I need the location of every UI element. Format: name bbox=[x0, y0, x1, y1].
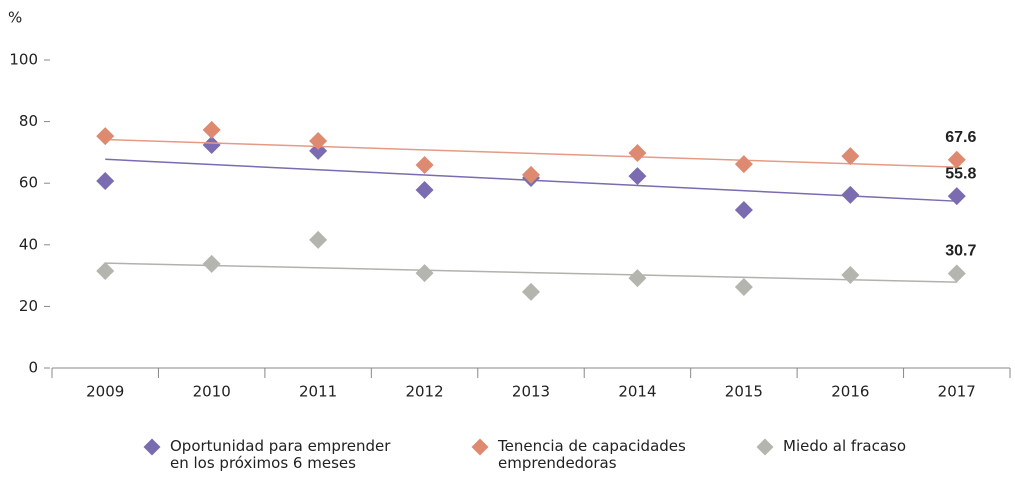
data-label: 30.7 bbox=[945, 243, 976, 260]
marker bbox=[202, 136, 221, 155]
x-tick-label: 2016 bbox=[831, 383, 869, 401]
legend-item: Tenencia de capacidades emprendedoras bbox=[470, 438, 738, 472]
chart: % 0 20 40 60 80 100 2009 2010 2011 2012 2013 2014 20… bbox=[8, 9, 1011, 401]
data-label: 67.6 bbox=[945, 129, 976, 146]
y-tick-label: 0 bbox=[28, 359, 38, 377]
legend-marker bbox=[756, 438, 774, 456]
trend-line bbox=[105, 138, 957, 168]
legend-item: Oportunidad para emprender en los próxim… bbox=[142, 438, 410, 472]
x-tick-label: 2015 bbox=[725, 383, 763, 401]
marker bbox=[96, 261, 115, 280]
marker bbox=[841, 265, 860, 284]
marker bbox=[734, 155, 753, 174]
legend: Oportunidad para emprender en los próxim… bbox=[0, 438, 1015, 480]
x-tick-label: 2013 bbox=[512, 383, 550, 401]
marker bbox=[841, 147, 860, 166]
x-tick-label: 2009 bbox=[86, 383, 124, 401]
marker bbox=[96, 127, 115, 146]
marker bbox=[734, 277, 753, 296]
marker bbox=[628, 144, 647, 163]
marker bbox=[415, 156, 434, 175]
legend-marker bbox=[143, 438, 161, 456]
marker bbox=[202, 254, 221, 273]
legend-label: Tenencia de capacidades emprendedoras bbox=[498, 437, 686, 472]
y-tick-label: 80 bbox=[19, 112, 38, 130]
x-tick-label: 2017 bbox=[938, 383, 976, 401]
legend-item: Miedo al fracaso bbox=[755, 437, 1015, 456]
marker bbox=[841, 185, 860, 204]
y-tick-label: 40 bbox=[19, 235, 38, 253]
x-tick-label: 2012 bbox=[405, 383, 443, 401]
marker bbox=[947, 264, 966, 283]
marker bbox=[415, 180, 434, 199]
trend-line bbox=[105, 262, 957, 283]
marker bbox=[947, 150, 966, 169]
y-tick-label: 100 bbox=[9, 51, 38, 69]
y-tick-label: 60 bbox=[19, 174, 38, 192]
legend-marker bbox=[471, 438, 489, 456]
x-tick-label: 2014 bbox=[618, 383, 656, 401]
x-tick-label: 2010 bbox=[193, 383, 231, 401]
marker bbox=[628, 167, 647, 186]
marker bbox=[309, 132, 328, 151]
marker bbox=[415, 264, 434, 283]
y-unit: % bbox=[8, 9, 22, 27]
marker bbox=[96, 172, 115, 191]
marker bbox=[947, 187, 966, 206]
marker bbox=[628, 269, 647, 288]
marker bbox=[734, 200, 753, 219]
x-tick-label: 2011 bbox=[299, 383, 337, 401]
legend-label: Miedo al fracaso bbox=[783, 437, 907, 455]
y-tick-label: 20 bbox=[19, 297, 38, 315]
marker bbox=[522, 165, 540, 184]
marker bbox=[202, 120, 221, 139]
data-label: 55.8 bbox=[945, 165, 976, 182]
legend-label: Oportunidad para emprender en los próxim… bbox=[170, 437, 391, 472]
marker bbox=[309, 230, 328, 249]
marker bbox=[522, 282, 540, 301]
